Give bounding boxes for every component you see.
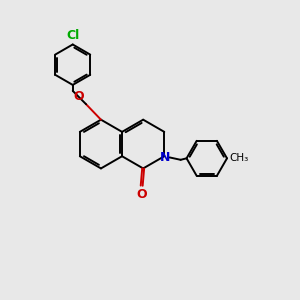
Text: Cl: Cl xyxy=(66,28,79,41)
Text: O: O xyxy=(73,90,84,103)
Text: N: N xyxy=(160,151,171,164)
Text: CH₃: CH₃ xyxy=(230,153,249,163)
Text: O: O xyxy=(136,188,147,201)
